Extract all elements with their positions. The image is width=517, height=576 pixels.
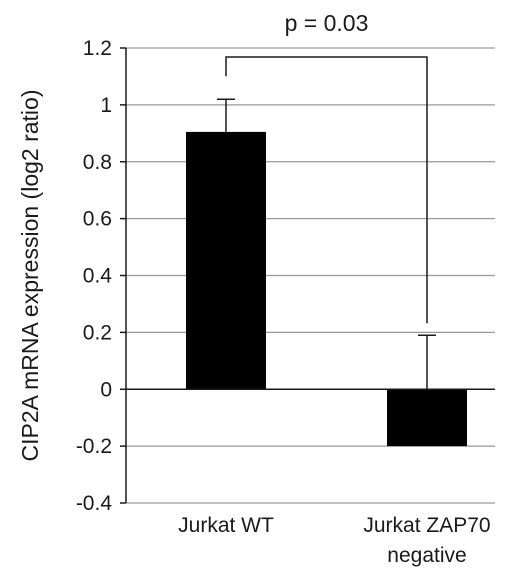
category-labels: Jurkat WT Jurkat ZAP70 negative — [178, 514, 490, 567]
category-label-0-0: Jurkat WT — [178, 514, 274, 537]
y-tick-label-2: 0 — [100, 378, 112, 401]
category-label-1-0: Jurkat ZAP70 — [363, 514, 490, 537]
error-bars — [217, 98, 436, 390]
error-bar-1 — [418, 334, 436, 390]
y-axis-label: CIP2A mRNA expression (log2 ratio) — [17, 90, 43, 462]
y-tick-labels: -0.4 -0.2 0 0.2 0.4 0.6 0.8 1 1.2 — [76, 37, 113, 515]
y-tick-label-8: 1.2 — [83, 37, 112, 60]
bar-1 — [387, 389, 467, 447]
y-axis — [120, 47, 495, 504]
y-tick-label-6: 0.8 — [83, 151, 112, 174]
p-value-annotation: p = 0.03 — [285, 10, 369, 36]
y-tick-label-1: -0.2 — [76, 435, 112, 458]
error-bar-0 — [217, 98, 235, 132]
y-tick-label-4: 0.4 — [83, 265, 113, 288]
category-label-1-1: negative — [387, 544, 466, 567]
y-tick-label-3: 0.2 — [83, 321, 112, 344]
significance-bracket — [225, 56, 428, 324]
y-tick-label-5: 0.6 — [83, 208, 112, 231]
bars — [186, 131, 467, 447]
bar-0 — [186, 131, 266, 390]
y-tick-label-7: 1 — [100, 94, 112, 117]
y-tick-label-0: -0.4 — [76, 492, 113, 515]
bracket-line — [225, 56, 428, 324]
